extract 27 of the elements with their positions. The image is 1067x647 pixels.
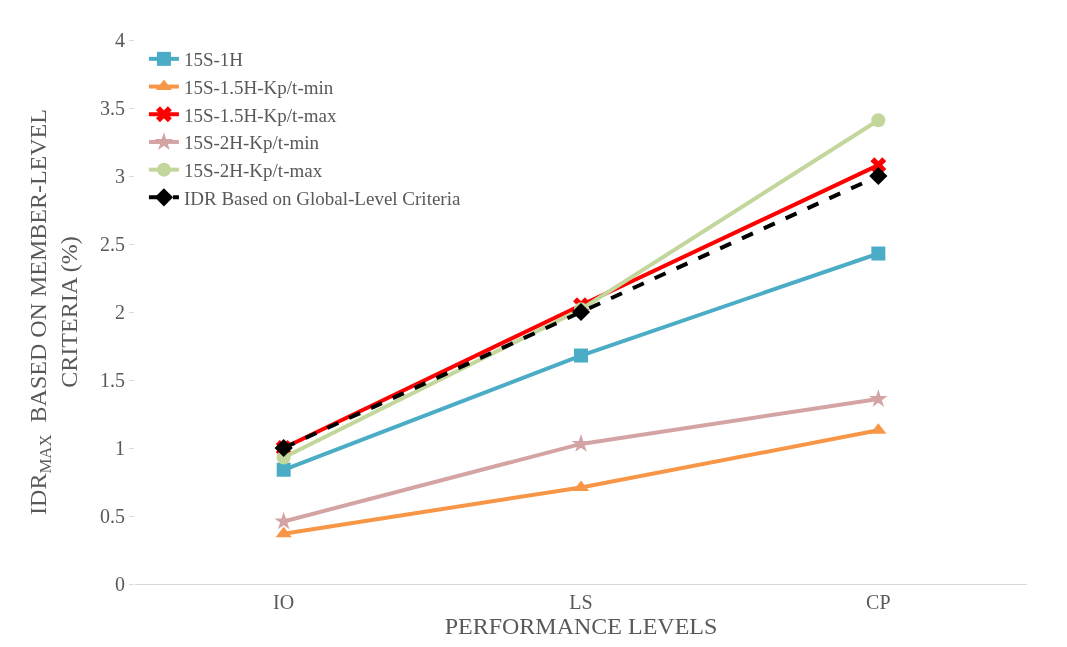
legend-label: 15S-1.5H-Kp/t-max bbox=[183, 104, 337, 126]
y-tick-label: 2.5 bbox=[100, 233, 125, 255]
y-tick-label: 2 bbox=[115, 301, 125, 323]
y-tick-label: 1 bbox=[115, 437, 125, 459]
y-tick-label: 4 bbox=[115, 29, 125, 51]
legend-label: 15S-1H bbox=[183, 49, 244, 71]
point bbox=[869, 389, 888, 407]
point bbox=[574, 348, 588, 363]
point bbox=[275, 526, 292, 538]
y-tick-label: 3.5 bbox=[100, 97, 125, 119]
legend-label: 15S-1.5H-Kp/t-min bbox=[183, 76, 334, 98]
legend-label: IDR Based on Global-Level Criteria bbox=[183, 187, 461, 209]
legend-label: 15S-2H-Kp/t-max bbox=[183, 160, 323, 182]
y-tick-label: 1.5 bbox=[100, 369, 125, 391]
y-tick-label: 0.5 bbox=[100, 505, 125, 527]
y-tick-label: 0 bbox=[115, 573, 125, 595]
point bbox=[276, 462, 291, 477]
x-tick-label: LS bbox=[569, 591, 593, 613]
point bbox=[869, 166, 888, 186]
point bbox=[571, 302, 591, 322]
point bbox=[871, 113, 886, 128]
x-tick-label: CP bbox=[866, 591, 891, 613]
point bbox=[871, 246, 886, 261]
x-tick-label: IO bbox=[273, 591, 295, 613]
x-axis-title: PERFORMANCE LEVELS bbox=[444, 613, 718, 640]
y-tick-label: 3 bbox=[115, 165, 125, 187]
legend-label: 15S-2H-Kp/t-min bbox=[183, 132, 320, 154]
